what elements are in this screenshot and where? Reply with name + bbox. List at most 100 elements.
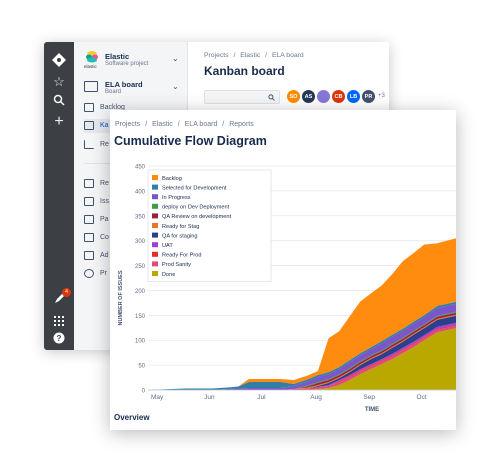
assignee-avatar[interactable]: CB [331,89,346,104]
sidebar-item-releases[interactable]: Re [84,177,184,191]
legend-label: In Progress [162,195,191,201]
y-tick-label: 250 [135,264,146,270]
legend-swatch [152,213,158,219]
legend-swatch [152,175,158,180]
x-tick-label: Oct [417,394,427,401]
assignee-avatar[interactable]: AS [301,89,316,104]
y-tick-label: 450 [135,165,146,171]
cfd-report-window: Projects / Elastic / ELA board / Reports… [110,110,456,430]
y-tick-label: 50 [138,364,145,370]
project-menu-chevron-icon[interactable]: ⌄ [172,54,179,63]
board-menu-chevron-icon[interactable]: ⌄ [172,82,179,91]
global-navigation: ☆ + 4 ? [44,42,74,350]
sidebar-item-issues[interactable]: Iss [84,195,184,209]
overview-heading: Overview [114,413,150,422]
y-tick-label: 0 [142,389,146,395]
notifications-rocket-icon[interactable]: 4 [51,288,71,308]
breadcrumb: Projects / Elastic / ELA board [204,52,304,59]
settings-gear-icon [84,269,94,278]
y-tick-label: 150 [135,314,146,320]
y-tick-label: 200 [135,289,146,295]
breadcrumb-board[interactable]: ELA board [271,52,304,59]
legend-swatch [152,223,158,228]
legend-swatch [152,203,158,209]
search-input[interactable] [204,90,280,104]
svg-text:?: ? [57,334,62,343]
sidebar-item-components[interactable]: Co [84,231,184,245]
x-tick-label: Jul [257,394,266,401]
legend-label: Ready for Stag [162,224,199,230]
notification-count-badge: 4 [62,288,71,297]
x-tick-label: Jun [204,394,215,401]
x-tick-label: Sep [363,394,375,401]
legend-swatch [152,261,158,267]
legend-label: QA Review on development [162,214,231,220]
legend-swatch [152,184,158,190]
breadcrumb-reports[interactable]: Reports [229,121,254,128]
issues-icon [84,197,94,206]
sidebar-item-reports[interactable]: Re [84,138,184,152]
chart-legend [147,169,272,282]
create-plus-icon[interactable]: + [54,113,64,130]
reports-chart-icon [84,140,94,149]
board-name[interactable]: ELA board [105,80,143,89]
backlog-icon [84,103,94,112]
x-tick-label: Aug [310,394,322,401]
legend-label: Ready For Prod [162,253,201,259]
y-tick-label: 300 [135,239,146,245]
assignee-avatar[interactable]: LB [346,89,361,104]
kanban-icon [84,121,94,130]
cfd-area-prod-sanity [148,325,456,390]
breadcrumb-projects[interactable]: Projects [204,52,229,59]
legend-swatch [152,251,158,257]
help-icon[interactable]: ? [51,332,67,348]
sidebar-item-add-item[interactable]: Ad [84,249,184,263]
page-title: Kanban board [204,64,285,78]
breadcrumb-elastic[interactable]: Elastic [240,52,261,59]
components-icon [84,233,94,242]
search-icon [268,94,275,101]
search-icon[interactable] [51,94,67,110]
pages-icon [84,215,94,224]
app-switcher-grid-icon[interactable] [51,314,67,330]
legend-label: Done [162,272,175,278]
more-assignees-count[interactable]: +3 [378,93,385,99]
cumulative-flow-chart[interactable]: 0 50 100 150 200 250 300 350 400 450 May Jun Jul Aug S… [110,158,456,413]
releases-icon [84,179,94,188]
assignee-avatar[interactable]: SO [286,89,301,104]
breadcrumb-elastic[interactable]: Elastic [152,121,173,128]
jira-logo-icon[interactable] [51,52,67,68]
assignee-avatar[interactable]: PR [361,89,376,104]
project-type: Software project [105,61,149,67]
assignee-avatar[interactable] [316,89,331,104]
board-type: Board [105,89,122,95]
elastic-logo: elastic [84,50,100,69]
x-axis-label: TIME [365,407,379,413]
cfd-area-backlog [148,238,456,390]
legend-label: Prod Sanity [162,262,191,268]
breadcrumb-projects[interactable]: Projects [115,121,141,128]
elastic-logo-text: elastic [84,64,97,69]
legend-swatch [152,242,158,248]
report-title: Cumulative Flow Diagram [114,134,267,148]
report-breadcrumb: Projects / Elastic / ELA board / Reports [115,121,254,128]
y-tick-label: 350 [135,214,146,220]
sidebar-item-pages[interactable]: Pa [84,213,184,227]
sidebar-item-backlog[interactable]: Backlog [84,101,184,115]
legend-swatch [152,194,158,200]
y-tick-label: 400 [135,189,146,195]
y-axis-label: NUMBER OF ISSUES [118,270,124,325]
x-tick-label: May [151,394,164,401]
star-icon[interactable]: ☆ [53,74,65,89]
legend-label: Backlog [162,176,182,182]
sidebar-item-project-settings[interactable]: Pr [84,267,184,281]
legend-label: UAT [162,243,173,249]
legend-label: QA for staging [162,233,197,239]
breadcrumb-board[interactable]: ELA board [184,121,218,128]
legend-swatch [152,271,158,276]
y-tick-label: 100 [135,339,146,345]
project-name[interactable]: Elastic [105,52,130,61]
add-item-icon [84,251,94,260]
cfd-area-done [148,328,456,390]
